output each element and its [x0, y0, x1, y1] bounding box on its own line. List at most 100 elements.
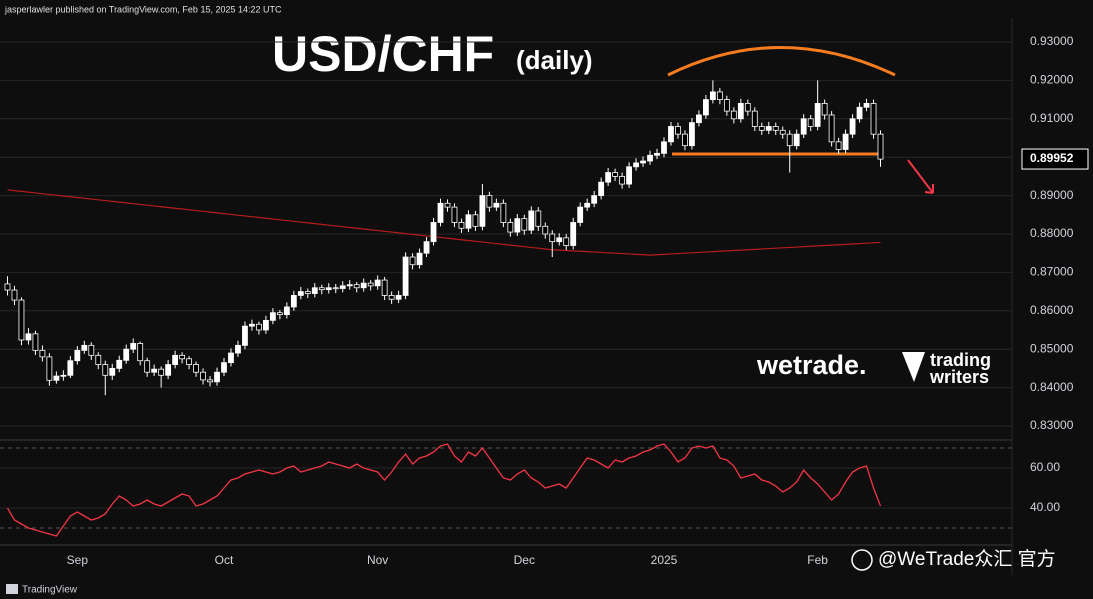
- candle-body: [18, 299, 25, 341]
- candle-body: [228, 352, 234, 364]
- candle-body: [353, 284, 360, 289]
- candle-body: [584, 202, 591, 208]
- candle-body: [793, 133, 800, 147]
- candle-body: [39, 349, 46, 358]
- broker-watermark: wetrade.: [756, 350, 867, 380]
- x-tick-label: Oct: [215, 553, 234, 567]
- candle-body: [221, 362, 227, 373]
- candle-body: [11, 289, 18, 301]
- candle-body: [605, 172, 612, 183]
- candle-body: [528, 210, 535, 231]
- candle-body: [95, 354, 102, 365]
- x-tick-label: Nov: [367, 553, 388, 567]
- candle-body: [486, 195, 493, 208]
- candle-body: [374, 279, 381, 287]
- candle-body: [318, 287, 325, 291]
- y-tick-label: 40.00: [1030, 500, 1060, 514]
- candle-body: [675, 126, 681, 135]
- candle-body: [758, 126, 765, 131]
- candle-body: [311, 287, 318, 294]
- candle-body: [626, 166, 632, 185]
- candle-body: [388, 295, 395, 300]
- candle-body: [346, 284, 353, 287]
- candle-body: [814, 103, 821, 127]
- x-tick-label: 2025: [651, 553, 678, 567]
- candle-body: [116, 359, 123, 369]
- overlay-icon: [851, 549, 873, 571]
- down-arrow: [907, 159, 934, 194]
- candle-body: [242, 325, 248, 346]
- candle-body: [821, 103, 828, 116]
- candle-body: [416, 252, 423, 266]
- y-tick-label: 0.88000: [1030, 226, 1074, 240]
- candle-body: [696, 114, 702, 124]
- candle-body: [689, 122, 695, 147]
- candle-body: [458, 222, 465, 229]
- candle-body: [332, 287, 339, 290]
- y-tick-label: 60.00: [1030, 460, 1060, 474]
- candle-body: [88, 344, 95, 356]
- candle-body: [870, 103, 877, 135]
- candle-body: [207, 379, 213, 383]
- candle-body: [263, 319, 269, 331]
- candle-body: [249, 323, 255, 327]
- moving-average: [7, 189, 881, 256]
- candle-body: [172, 354, 179, 365]
- x-tick-label: Sep: [67, 553, 89, 567]
- candle-body: [123, 348, 130, 361]
- candle-body: [807, 118, 814, 127]
- y-tick-label: 0.84000: [1030, 380, 1074, 394]
- candle-body: [786, 133, 793, 147]
- candle-body: [521, 218, 528, 231]
- candle-body: [283, 306, 290, 316]
- y-tick-label: 0.91000: [1030, 111, 1074, 125]
- candle-body: [828, 114, 835, 143]
- candle-body: [779, 129, 786, 135]
- y-tick-label: 0.87000: [1030, 265, 1074, 279]
- x-tick-label: Feb: [807, 553, 828, 567]
- candle-body: [549, 233, 556, 243]
- candle-body: [716, 91, 723, 100]
- last-price-label: 0.89952: [1030, 151, 1074, 165]
- candle-body: [654, 152, 660, 156]
- chart-title: USD/CHF: [272, 26, 494, 82]
- candle-body: [661, 141, 667, 154]
- candle-body: [109, 367, 116, 376]
- candle-body: [556, 237, 563, 243]
- candle-body: [465, 214, 472, 229]
- candle-body: [591, 195, 598, 204]
- chart-subtitle: (daily): [516, 45, 593, 75]
- candle-body: [479, 195, 486, 227]
- candle-body: [46, 356, 53, 381]
- candle-body: [514, 218, 521, 233]
- candle-body: [751, 110, 758, 127]
- brand-logo: [6, 584, 18, 594]
- candle-body: [451, 206, 458, 223]
- candle-body: [772, 126, 779, 131]
- logo-text: writers: [929, 367, 989, 387]
- candle-body: [493, 202, 500, 208]
- candle-body: [765, 126, 772, 131]
- y-tick-label: 0.83000: [1030, 418, 1074, 432]
- candle-body: [186, 358, 192, 365]
- candle-body: [800, 118, 807, 135]
- candle-body: [67, 360, 74, 376]
- candle-body: [102, 364, 109, 376]
- candle-body: [25, 333, 32, 341]
- candle-body: [640, 160, 646, 164]
- candle-body: [367, 282, 374, 287]
- candle-body: [297, 291, 304, 296]
- candle-body: [535, 210, 542, 227]
- candle-body: [130, 343, 137, 350]
- overlay-watermark: @WeTrade众汇 官方: [878, 548, 1056, 570]
- candle-body: [360, 282, 367, 289]
- candle-body: [842, 133, 849, 150]
- candle-body: [200, 371, 206, 381]
- candle-body: [276, 312, 283, 316]
- arc-annotation: [667, 46, 896, 77]
- candle-body: [256, 323, 262, 331]
- candle-body: [744, 103, 751, 112]
- candle-body: [570, 222, 577, 246]
- brand: TradingView: [22, 585, 78, 596]
